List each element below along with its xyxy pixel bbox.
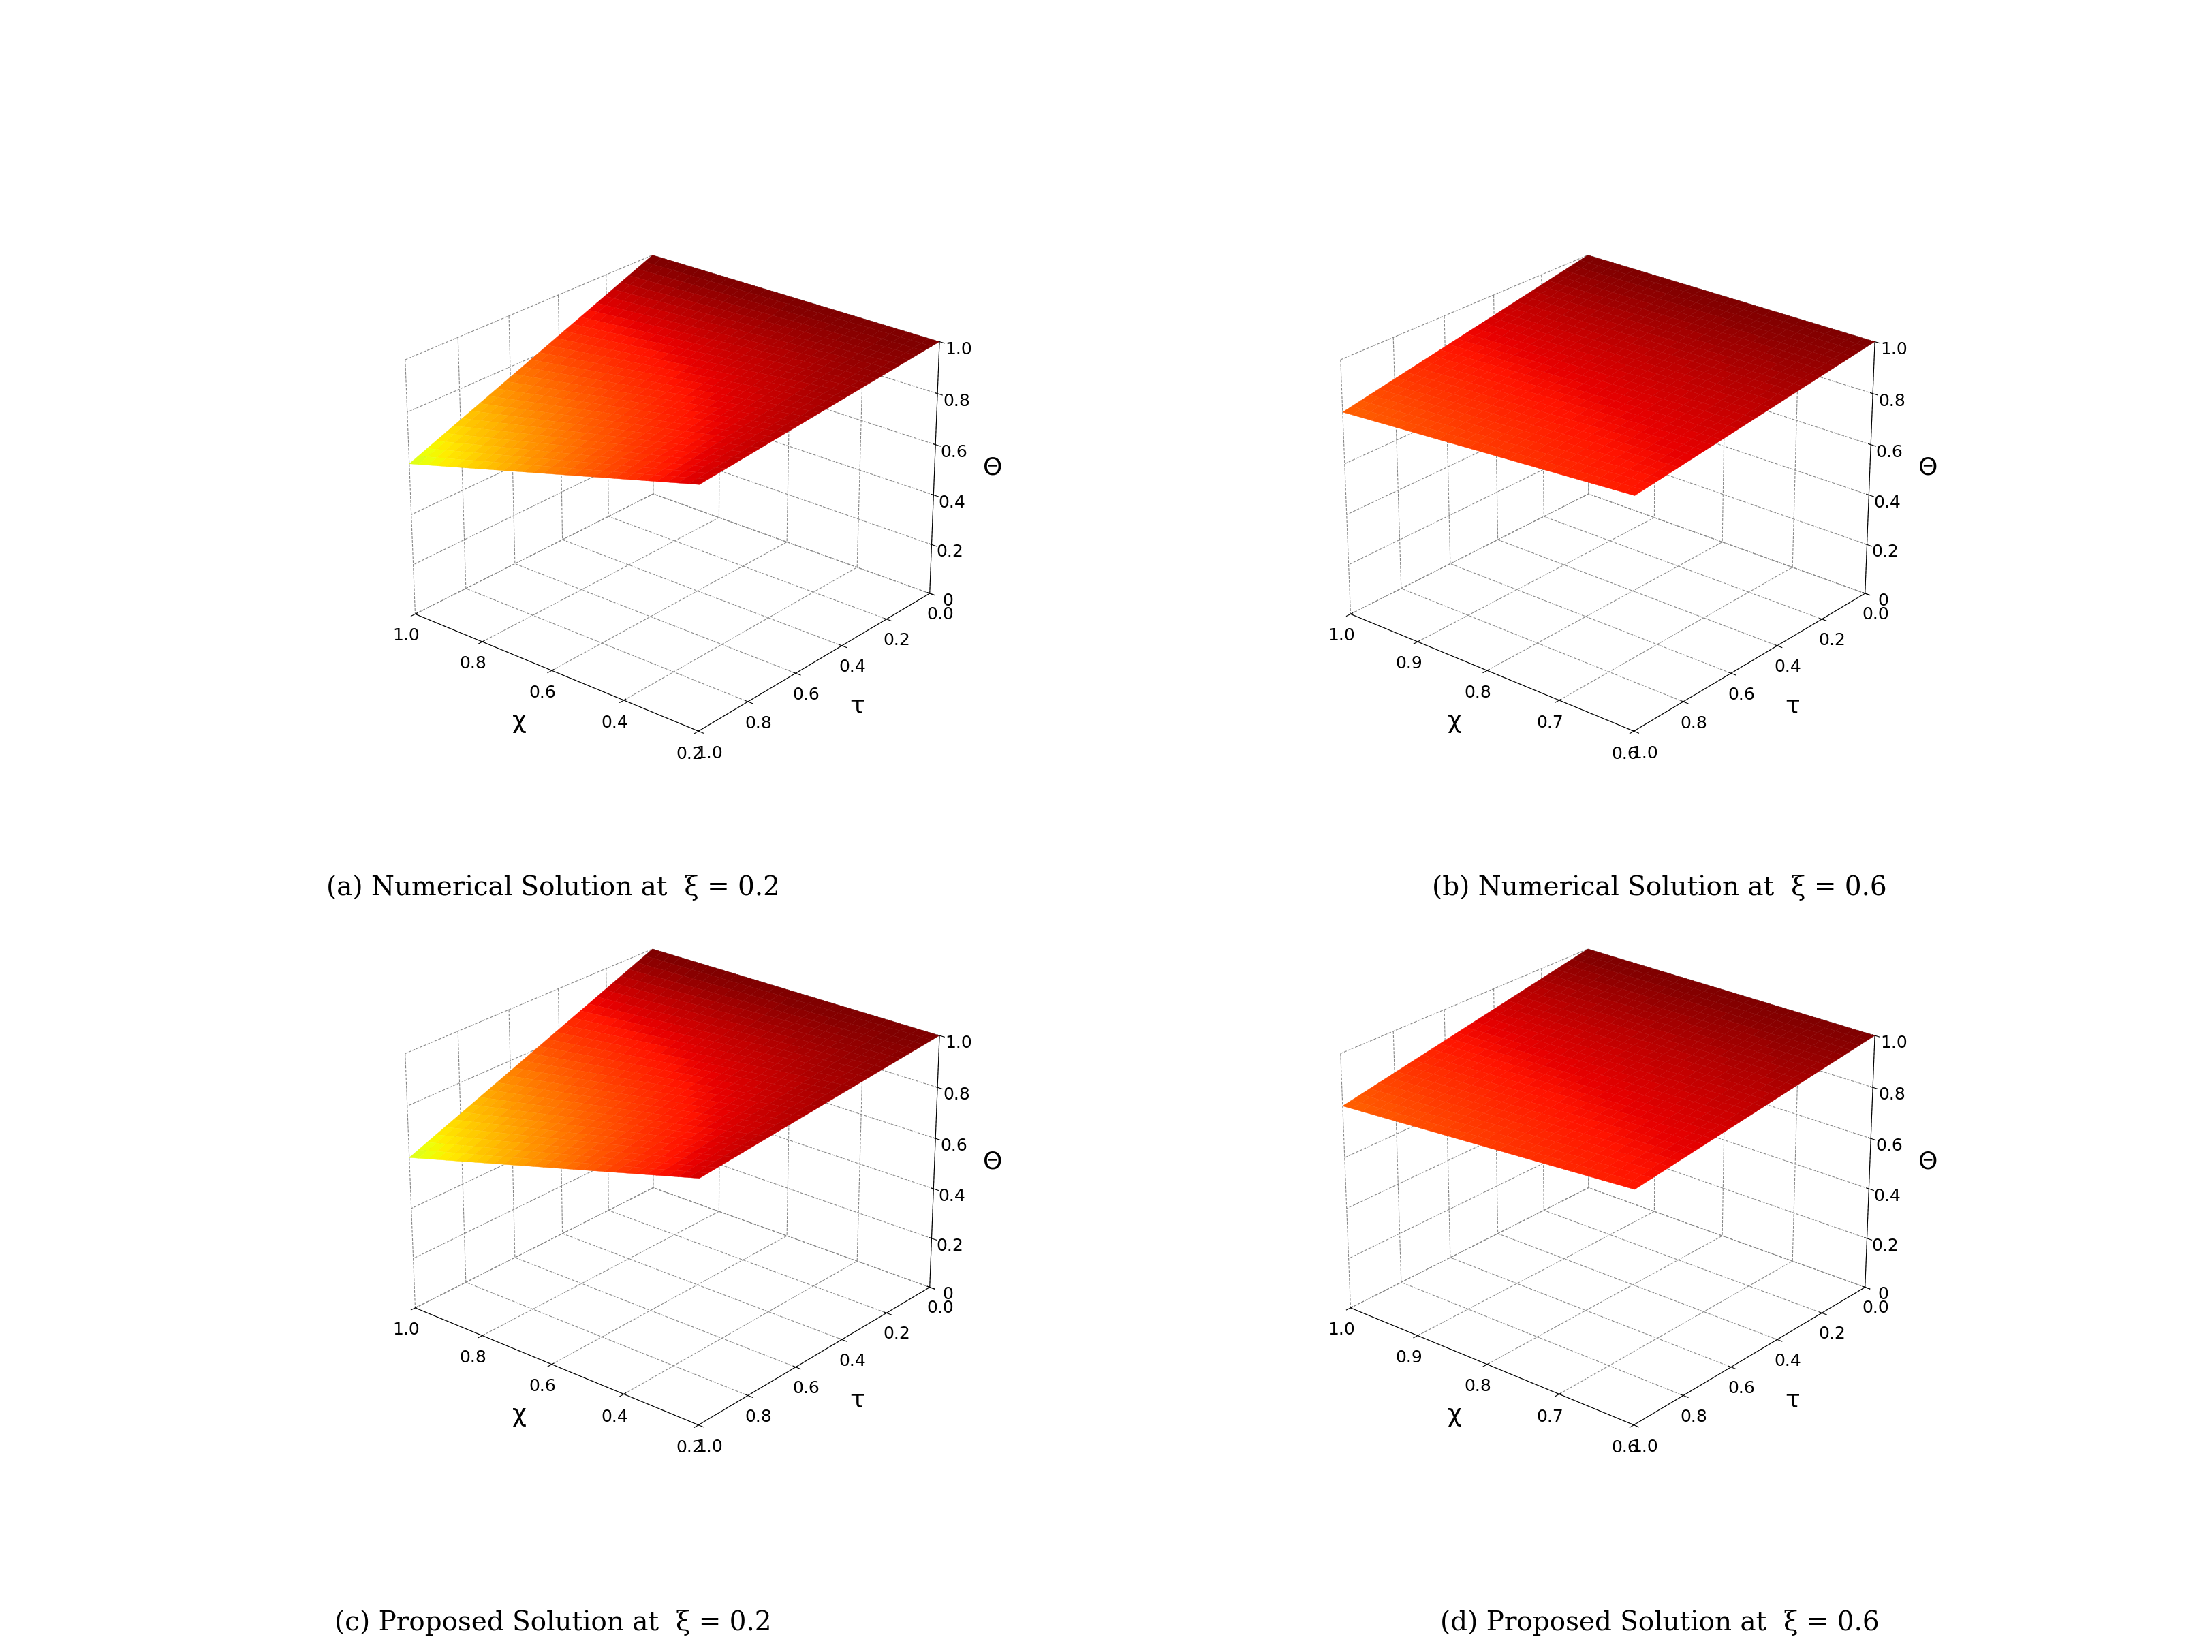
X-axis label: χ: χ — [513, 710, 526, 733]
Y-axis label: τ: τ — [1785, 695, 1798, 719]
X-axis label: χ: χ — [513, 1404, 526, 1427]
Y-axis label: τ: τ — [849, 1389, 865, 1412]
X-axis label: χ: χ — [1447, 1404, 1462, 1427]
Text: (b) Numerical Solution at  ξ = 0.6: (b) Numerical Solution at ξ = 0.6 — [1431, 874, 1887, 900]
Text: (d) Proposed Solution at  ξ = 0.6: (d) Proposed Solution at ξ = 0.6 — [1440, 1609, 1878, 1635]
Y-axis label: τ: τ — [1785, 1389, 1798, 1412]
X-axis label: χ: χ — [1447, 710, 1462, 733]
Text: (c) Proposed Solution at  ξ = 0.2: (c) Proposed Solution at ξ = 0.2 — [334, 1609, 772, 1635]
Y-axis label: τ: τ — [849, 695, 865, 719]
Text: (a) Numerical Solution at  ξ = 0.2: (a) Numerical Solution at ξ = 0.2 — [325, 874, 781, 900]
